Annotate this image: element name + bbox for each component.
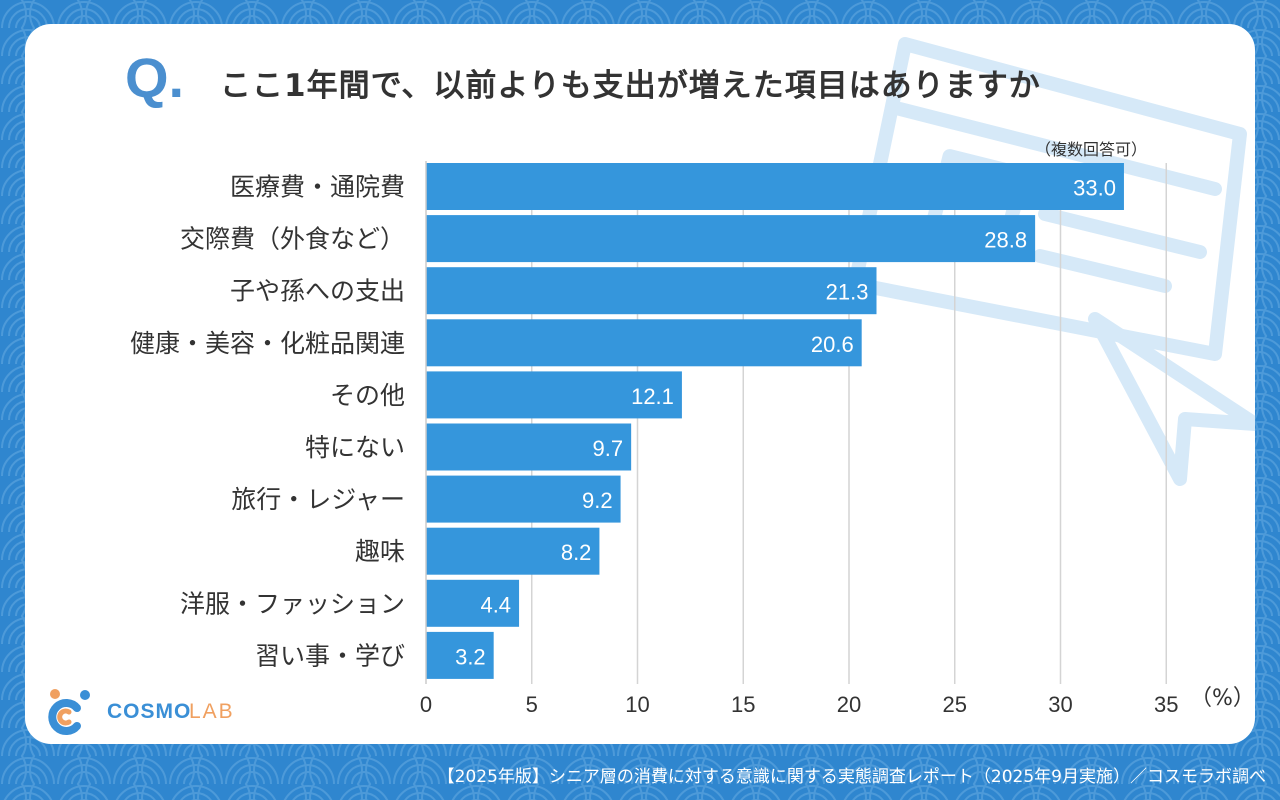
- question-title: ここ1年間で、以前よりも支出が増えた項目はありますか: [220, 68, 1041, 104]
- bar-value-label: 12.1: [631, 384, 674, 409]
- bar: [426, 215, 1036, 263]
- category-label: 趣味: [355, 537, 405, 566]
- cosmo-lab-logo: COSMO LAB: [48, 689, 235, 735]
- bar: [426, 371, 682, 419]
- bar: [426, 423, 632, 471]
- x-tick-label: 0: [420, 692, 432, 717]
- logo-mark-dot-orange: [50, 689, 60, 699]
- x-tick-label: 35: [1154, 692, 1178, 717]
- chart-card: Q. ここ1年間で、以前よりも支出が増えた項目はありますか （複数回答可） 医療…: [25, 24, 1255, 744]
- category-label: 交際費（外食など）: [180, 225, 405, 254]
- x-tick-label: 30: [1048, 692, 1072, 717]
- bar-value-label: 4.4: [480, 592, 511, 617]
- question-mark-label: Q.: [125, 46, 185, 109]
- bar: [426, 475, 621, 523]
- x-tick-label: 10: [625, 692, 649, 717]
- logo-mark-c: [48, 699, 81, 735]
- category-label: 特にない: [305, 433, 405, 462]
- x-tick-label: 5: [526, 692, 538, 717]
- bar-chart: 医療費・通院費 33.0 交際費（外食など） 28.8 子や孫への支出 21.3 健康・美容…: [130, 161, 1255, 717]
- footer-source: 【2025年版】シニア層の消費に対する意識に関する実態調査レポート（2025年9…: [437, 767, 1266, 787]
- category-label: その他: [330, 381, 405, 410]
- category-label: 健康・美容・化粧品関連: [130, 329, 405, 358]
- category-label: 旅行・レジャー: [231, 485, 405, 514]
- bar-value-label: 20.6: [811, 332, 854, 357]
- category-label: 医療費・通院費: [230, 173, 405, 202]
- category-label: 洋服・ファッション: [180, 589, 405, 618]
- logo-text-lab: LAB: [189, 700, 235, 723]
- multiple-answer-note: （複数回答可）: [1035, 140, 1148, 159]
- logo-mark-dot-blue: [80, 690, 90, 700]
- bar: [426, 631, 494, 679]
- x-tick-label: 20: [837, 692, 861, 717]
- bar: [426, 163, 1124, 210]
- bar-value-label: 8.2: [561, 540, 592, 565]
- bar: [426, 527, 600, 575]
- bar-value-label: 3.2: [455, 644, 486, 669]
- category-label: 習い事・学び: [255, 641, 405, 670]
- x-tick-label: 15: [731, 692, 755, 717]
- x-axis-unit: （%）: [1190, 686, 1255, 711]
- category-label: 子や孫への支出: [230, 277, 405, 306]
- bar-value-label: 21.3: [826, 280, 869, 305]
- bar-value-label: 9.7: [593, 436, 624, 461]
- bar-value-label: 9.2: [582, 488, 613, 513]
- bar-value-label: 28.8: [984, 228, 1027, 253]
- bar: [426, 319, 862, 367]
- logo-text-cosmo: COSMO: [107, 700, 191, 723]
- bar: [426, 267, 877, 315]
- bar: [426, 579, 520, 627]
- bar-value-label: 33.0: [1073, 176, 1116, 201]
- x-tick-label: 25: [943, 692, 967, 717]
